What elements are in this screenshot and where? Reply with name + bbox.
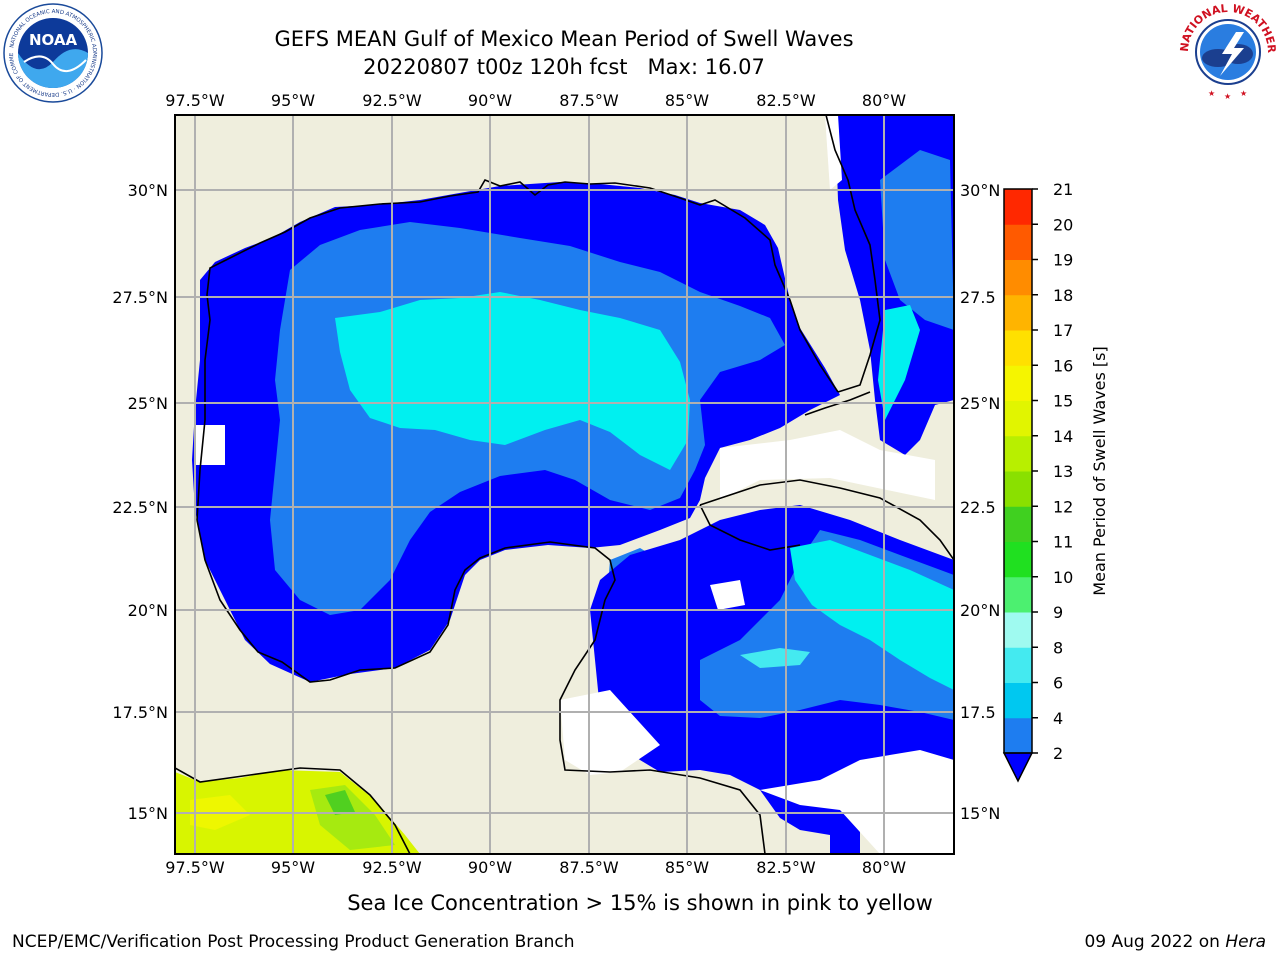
colorbar-tick-label: 6 bbox=[1053, 674, 1063, 693]
colorbar-tick-label: 16 bbox=[1053, 356, 1073, 375]
colorbar-segment bbox=[1004, 647, 1032, 683]
nws-logo: NATIONAL WEATHER SERVICE ★ ★ ★ bbox=[1178, 2, 1278, 101]
colorbar-tick-label: 2 bbox=[1053, 744, 1063, 763]
colorbar-tick-label: 4 bbox=[1053, 709, 1063, 728]
colorbar-label: Mean Period of Swell Waves [s] bbox=[1090, 346, 1109, 595]
colorbar-tick-label: 15 bbox=[1053, 392, 1073, 411]
colorbar-segment bbox=[1004, 259, 1032, 296]
lon-label-top: 80°W bbox=[862, 91, 906, 110]
colorbar-segment bbox=[1004, 435, 1032, 472]
colorbar-segment bbox=[1004, 330, 1032, 366]
svg-text:★: ★ bbox=[1224, 92, 1231, 101]
missing-patch bbox=[710, 580, 745, 610]
lon-label-bottom: 82.5°W bbox=[756, 858, 816, 877]
lat-label-left: 17.5°N bbox=[112, 703, 168, 722]
colorbar-segment bbox=[1004, 189, 1032, 225]
date-line: 09 Aug 2022 on Hera bbox=[1084, 932, 1266, 952]
svg-text:★: ★ bbox=[1208, 89, 1215, 98]
lat-label-left: 15°N bbox=[128, 804, 168, 823]
colorbar-tick-label: 8 bbox=[1053, 638, 1063, 657]
lon-label-bottom: 80°W bbox=[862, 858, 906, 877]
colorbar-tick-label: 18 bbox=[1053, 286, 1073, 305]
colorbar-tick-label: 17 bbox=[1053, 321, 1073, 340]
lat-label-left: 20°N bbox=[128, 601, 168, 620]
svg-text:★: ★ bbox=[1240, 89, 1247, 98]
colorbar-tick-label: 9 bbox=[1053, 603, 1063, 622]
lon-label-top: 87.5°W bbox=[559, 91, 619, 110]
lat-label-right: 27.5 bbox=[960, 288, 996, 307]
lon-label-top: 95°W bbox=[271, 91, 315, 110]
lat-label-right: 20°N bbox=[960, 601, 1000, 620]
swell-band-4-6s bbox=[335, 292, 690, 470]
svg-text:NOAA: NOAA bbox=[29, 31, 78, 49]
colorbar-tick-label: 12 bbox=[1053, 497, 1073, 516]
lat-label-right: 22.5 bbox=[960, 498, 996, 517]
lat-label-left: 27.5°N bbox=[112, 288, 168, 307]
colorbar-segment bbox=[1004, 612, 1032, 648]
colorbar-segment bbox=[1004, 400, 1032, 437]
colorbar-tick-label: 13 bbox=[1053, 462, 1073, 481]
date-text: 09 Aug 2022 on bbox=[1084, 932, 1220, 952]
colorbar-tick-label: 19 bbox=[1053, 251, 1073, 270]
colorbar-tick-label: 21 bbox=[1053, 180, 1073, 199]
missing-patch bbox=[720, 430, 935, 500]
lat-label-left: 22.5°N bbox=[112, 498, 168, 517]
sea-ice-note: Sea Ice Concentration > 15% is shown in … bbox=[347, 891, 933, 915]
lon-label-top: 97.5°W bbox=[165, 91, 225, 110]
lon-label-top: 92.5°W bbox=[362, 91, 422, 110]
missing-patch bbox=[825, 115, 842, 190]
lat-label-left: 30°N bbox=[128, 181, 168, 200]
colorbar-segment bbox=[1004, 576, 1032, 613]
colorbar-segment bbox=[1004, 365, 1032, 401]
missing-patch bbox=[195, 425, 225, 465]
colorbar-segment bbox=[1004, 294, 1032, 331]
colorbar-tick-label: 11 bbox=[1053, 533, 1073, 552]
map-frame bbox=[174, 114, 955, 855]
atlantic-band-2-4s bbox=[880, 150, 954, 330]
lat-label-right: 17.5 bbox=[960, 703, 996, 722]
colorbar-tick-label: 10 bbox=[1053, 568, 1073, 587]
noaa-logo: NATIONAL OCEANIC AND ATMOSPHERIC ADMINIS… bbox=[2, 2, 103, 103]
graticule bbox=[175, 115, 954, 854]
colorbar-segment bbox=[1004, 506, 1032, 542]
lat-label-right: 15°N bbox=[960, 804, 1000, 823]
map-subtitle: 20220807 t00z 120h fcst Max: 16.07 bbox=[363, 55, 765, 79]
max-value: Max: 16.07 bbox=[647, 55, 765, 79]
run-time: 20220807 t00z 120h fcst bbox=[363, 55, 628, 79]
colorbar-tick-label: 20 bbox=[1053, 215, 1073, 234]
credit-line: NCEP/EMC/Verification Post Processing Pr… bbox=[12, 932, 575, 952]
caribbean-band-4-6s bbox=[790, 540, 954, 690]
pacific-band-11-12s bbox=[325, 790, 355, 815]
colorbar: 2 4 6 8 9 10 11 12 13 14 15 16 17 18 19 20 21 bbox=[1002, 180, 1073, 783]
lat-label-left: 25°N bbox=[128, 394, 168, 413]
lon-label-top: 82.5°W bbox=[756, 91, 816, 110]
lat-label-right: 25°N bbox=[960, 394, 1000, 413]
colorbar-segment bbox=[1004, 717, 1032, 754]
colorbar-segment bbox=[1004, 471, 1032, 507]
coastlines bbox=[175, 115, 954, 854]
lon-label-bottom: 95°W bbox=[271, 858, 315, 877]
lon-label-bottom: 90°W bbox=[468, 858, 512, 877]
lon-label-bottom: 97.5°W bbox=[165, 858, 225, 877]
lat-label-right: 30°N bbox=[960, 181, 1000, 200]
machine-name: Hera bbox=[1225, 932, 1266, 952]
lon-label-bottom: 92.5°W bbox=[362, 858, 422, 877]
lon-label-bottom: 85°W bbox=[665, 858, 709, 877]
caribbean-band-6-8s bbox=[740, 648, 810, 668]
lon-label-top: 85°W bbox=[665, 91, 709, 110]
colorbar-segment bbox=[1004, 224, 1032, 260]
colorbar-underflow-arrow bbox=[1002, 752, 1034, 783]
colorbar-segment bbox=[1004, 682, 1032, 719]
map-title: GEFS MEAN Gulf of Mexico Mean Period of … bbox=[274, 27, 854, 51]
colorbar-segment bbox=[1004, 541, 1032, 578]
missing-patch bbox=[760, 750, 954, 854]
atlantic-band-4-6s bbox=[878, 305, 920, 420]
colorbar-tick-label: 14 bbox=[1053, 427, 1073, 446]
lon-label-bottom: 87.5°W bbox=[559, 858, 619, 877]
lon-label-top: 90°W bbox=[468, 91, 512, 110]
